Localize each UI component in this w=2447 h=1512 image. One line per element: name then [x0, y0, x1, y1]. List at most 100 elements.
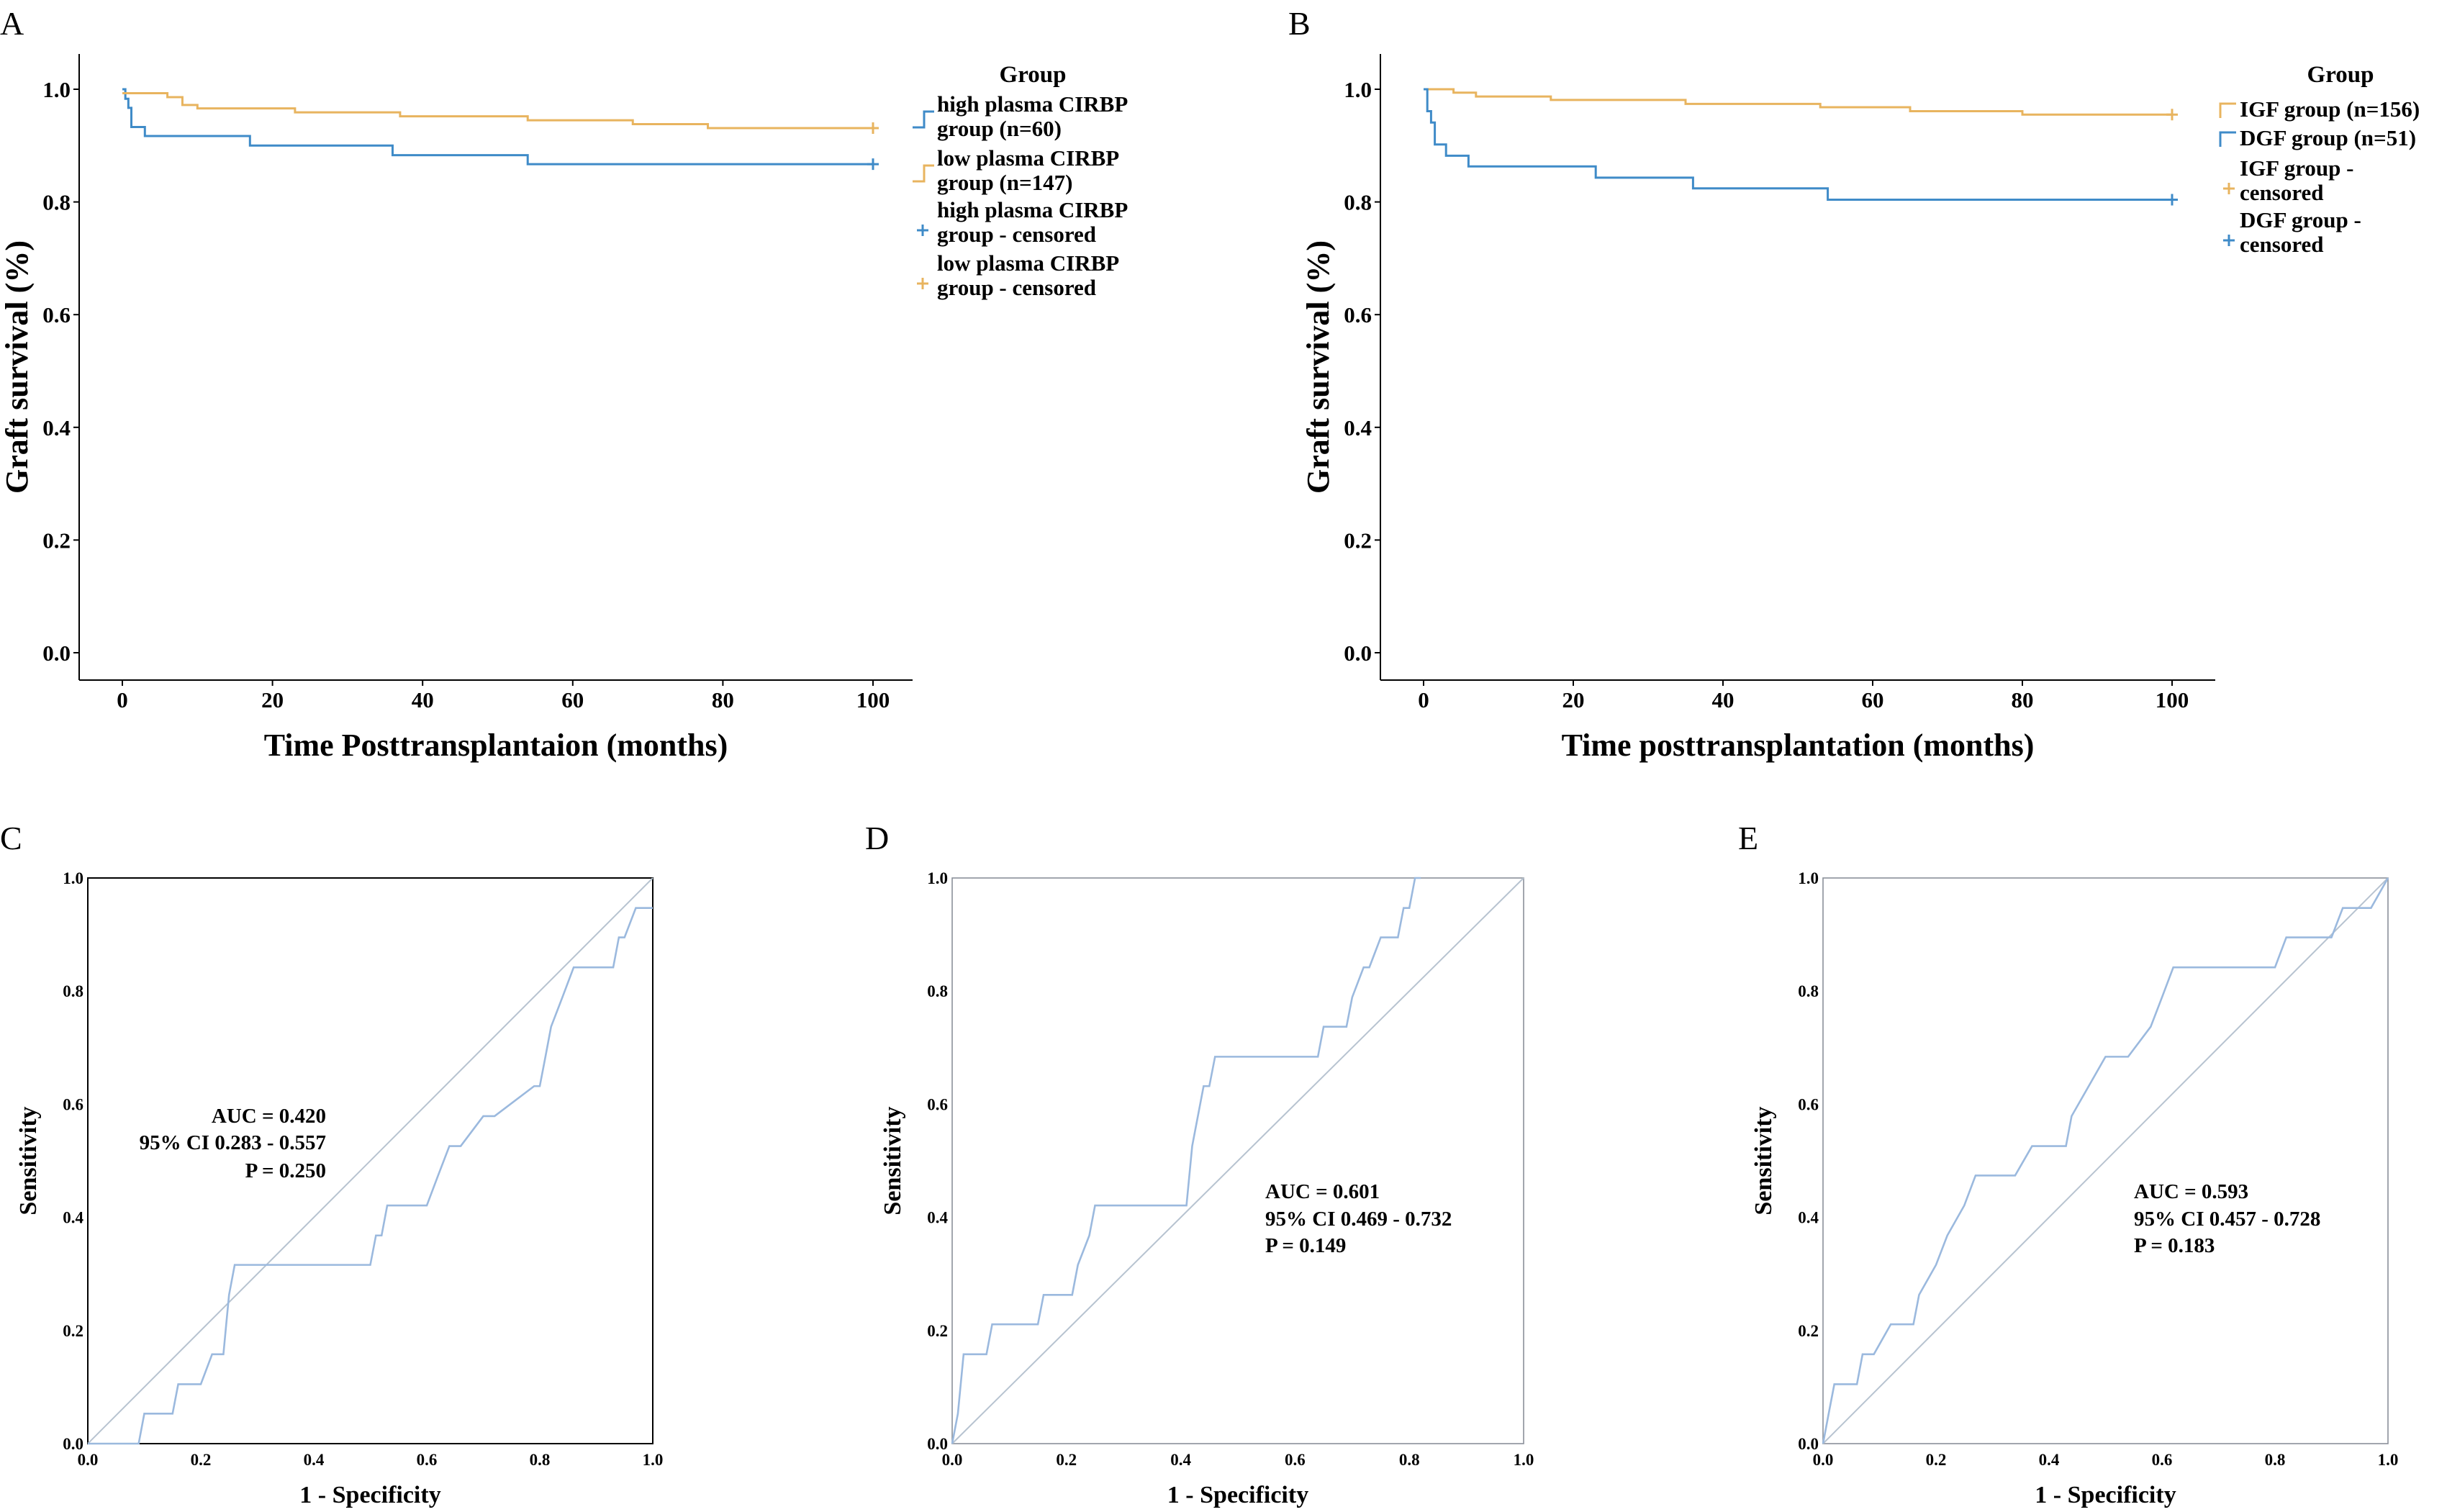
roc-curve	[951, 877, 1421, 1444]
x-tick-label: 20	[261, 687, 284, 712]
x-tick-label: 20	[1562, 687, 1585, 712]
y-tick-label: 0.8	[927, 982, 948, 1000]
x-axis-title: 1 - Specificity	[2035, 1482, 2176, 1508]
legend-line: censored	[2240, 232, 2324, 257]
y-tick-label: 0.2	[1344, 528, 1372, 553]
plot-frame	[951, 877, 1524, 1444]
legend-line: IGF group -	[2240, 155, 2353, 181]
x-axis-title: Time Posttransplantaion (months)	[264, 728, 728, 763]
ci-label: 95% CI 0.457 - 0.728	[2134, 1208, 2320, 1231]
legend-entry-0: high plasma CIRBP group (n=60)	[937, 91, 1128, 141]
x-tick-label: 1.0	[2378, 1451, 2399, 1469]
censor-mark	[867, 158, 879, 171]
reference-diagonal	[87, 877, 653, 1444]
y-tick-label: 0.2	[63, 1322, 83, 1340]
legend-line: DGF group -	[2240, 207, 2361, 232]
auc-label: AUC = 0.420	[212, 1105, 326, 1128]
y-tick-label: 0.2	[42, 528, 71, 553]
reference-diagonal	[1822, 877, 2389, 1444]
reference-diagonal	[951, 877, 1524, 1444]
y-tick-label: 0.6	[42, 302, 71, 327]
auc-label: AUC = 0.593	[2134, 1180, 2248, 1203]
y-tick-label: 0.4	[42, 415, 71, 440]
y-tick-label: 1.0	[1798, 869, 1819, 887]
x-tick-label: 40	[1712, 687, 1734, 712]
x-tick-label: 0.0	[942, 1451, 963, 1469]
x-tick-label: 0.8	[1399, 1451, 1420, 1469]
ci-label: 95% CI 0.283 - 0.557	[140, 1131, 326, 1154]
legend-line: group (n=60)	[937, 116, 1062, 141]
km-curve-orange	[1424, 88, 2172, 116]
x-tick-label: 100	[856, 687, 890, 712]
x-tick-label: 0.2	[1926, 1451, 1947, 1469]
legend-step-symbol	[2219, 102, 2236, 118]
y-tick-label: 1.0	[63, 869, 83, 887]
panel-letter: C	[0, 820, 22, 856]
y-tick-label: 0.8	[42, 190, 71, 215]
x-tick-label: 0	[117, 687, 128, 712]
legend-line: low plasma CIRBP	[937, 250, 1119, 276]
p-value-label: P = 0.149	[1265, 1234, 1346, 1257]
y-tick-label: 0.6	[1344, 302, 1372, 327]
x-axis-title: 1 - Specificity	[1167, 1482, 1308, 1508]
legend-entry-1: low plasma CIRBP group (n=147)	[937, 145, 1119, 195]
km-curve-orange	[122, 91, 873, 130]
y-tick-label: 0.8	[63, 982, 83, 1000]
y-tick-label: 0.0	[63, 1435, 83, 1453]
x-tick-label: 80	[712, 687, 734, 712]
roc-curve	[1822, 877, 2389, 1444]
x-axis-title: 1 - Specificity	[299, 1482, 440, 1508]
x-tick-label: 0	[1418, 687, 1429, 712]
y-tick-label: 1.0	[42, 77, 71, 102]
x-tick-label: 0.2	[1056, 1451, 1077, 1469]
x-axis-title: Time posttransplantation (months)	[1562, 728, 2035, 763]
x-tick-label: 0.6	[2152, 1451, 2173, 1469]
legend-entry-3: low plasma CIRBP group - censored	[937, 250, 1119, 300]
y-tick-label: 0.4	[927, 1209, 948, 1227]
x-tick-label: 60	[1862, 687, 1884, 712]
roc-curve	[88, 907, 653, 1445]
legend-title: Group	[2307, 62, 2374, 88]
legend-entry-2: IGF group -censored	[2240, 155, 2353, 205]
km-curve-blue	[1424, 88, 2172, 201]
legend-censor-symbol	[2223, 235, 2235, 246]
y-tick-label: 0.4	[1798, 1209, 1819, 1227]
x-tick-label: 1.0	[1514, 1451, 1534, 1469]
y-tick-label: 0.6	[63, 1095, 83, 1113]
x-tick-label: 0.6	[417, 1451, 438, 1469]
legend-entry-0: IGF group (n=156)	[2240, 96, 2420, 122]
panel-letter: A	[0, 5, 24, 42]
y-tick-label: 1.0	[927, 869, 948, 887]
y-axis-title: Graft survival (%)	[1301, 240, 1336, 494]
y-tick-label: 0.2	[1798, 1322, 1819, 1340]
legend-entry-2: high plasma CIRBP group - censored	[937, 197, 1128, 247]
x-tick-label: 60	[561, 687, 584, 712]
plot-frame	[87, 877, 653, 1444]
legend-censor-symbol	[917, 225, 928, 236]
y-axis-title: Sensitivity	[879, 1106, 906, 1215]
legend-line: group - censored	[937, 275, 1096, 300]
p-value-label: P = 0.250	[245, 1159, 326, 1182]
y-tick-label: 0.8	[1344, 190, 1372, 215]
y-tick-label: 0.4	[1344, 415, 1372, 440]
legend-line: DGF group (n=51)	[2240, 125, 2416, 150]
x-tick-label: 0.8	[530, 1451, 551, 1469]
legend-line: low plasma CIRBP	[937, 145, 1119, 171]
legend-line: group - censored	[937, 222, 1096, 247]
censor-mark	[867, 122, 879, 135]
legend-line: censored	[2240, 180, 2324, 205]
legend-line: group (n=147)	[937, 170, 1072, 195]
x-tick-label: 100	[2156, 687, 2189, 712]
legend-step-symbol	[2219, 131, 2236, 147]
y-tick-label: 0.0	[42, 640, 71, 666]
legend-censor-symbol	[2223, 183, 2235, 194]
y-axis-title: Sensitivity	[15, 1106, 42, 1215]
x-tick-label: 0.4	[2039, 1451, 2060, 1469]
y-tick-label: 0.0	[1344, 640, 1372, 666]
panel-letter: B	[1288, 5, 1311, 42]
legend-censor-symbol	[917, 278, 928, 289]
censor-mark	[2166, 109, 2178, 121]
y-axis-title: Sensitivity	[1750, 1106, 1777, 1215]
y-tick-label: 0.6	[927, 1095, 948, 1113]
x-tick-label: 0.0	[1813, 1451, 1834, 1469]
